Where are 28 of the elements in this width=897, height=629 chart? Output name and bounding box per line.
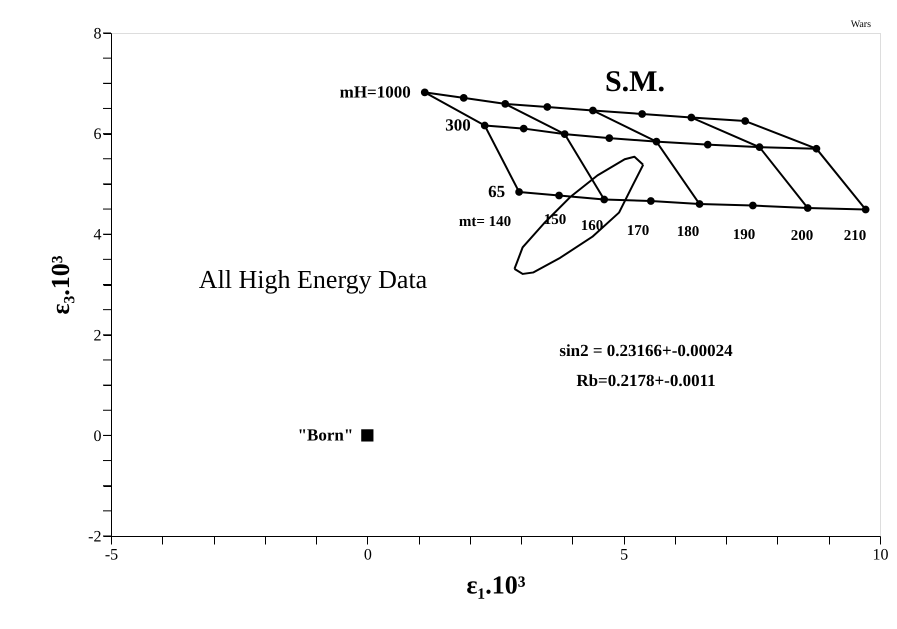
annotation: mt= 140 [458,214,512,230]
annotation: All High Energy Data [198,265,428,294]
y-axis-title: ε₃.10³ [46,255,76,315]
annotation: 160 [580,218,604,234]
x-tick-label: 5 [620,546,628,564]
x-tick-label: 10 [872,546,888,564]
annotation: 180 [676,224,700,240]
y-tick-label: -2 [88,528,102,546]
y-tick-label: 0 [94,428,102,445]
y-tick-label: 8 [94,26,102,42]
annotation: Rb=0.2178+-0.0011 [576,371,716,390]
y-tick-label: 6 [94,126,102,144]
annotation: S.M. [605,65,665,98]
annotation: 170 [626,223,650,239]
annotation: 210 [844,228,866,244]
annotation: 200 [790,228,814,244]
annotation: sin2 = 0.23166+-0.00024 [559,341,734,360]
y-tick-label: 2 [94,327,102,344]
series-label: 300 [445,116,471,135]
series-label: "Born" [298,425,354,444]
y-tick-label: 4 [94,226,102,244]
series-label: 65 [488,182,506,201]
x-tick-label: 0 [364,546,372,564]
series-label: mH=1000 [340,82,411,102]
x-tick-label: -5 [104,546,118,564]
text: Wars [850,19,872,30]
annotation: 190 [732,227,756,243]
x-axis-title: ε₁.10³ [466,570,526,600]
